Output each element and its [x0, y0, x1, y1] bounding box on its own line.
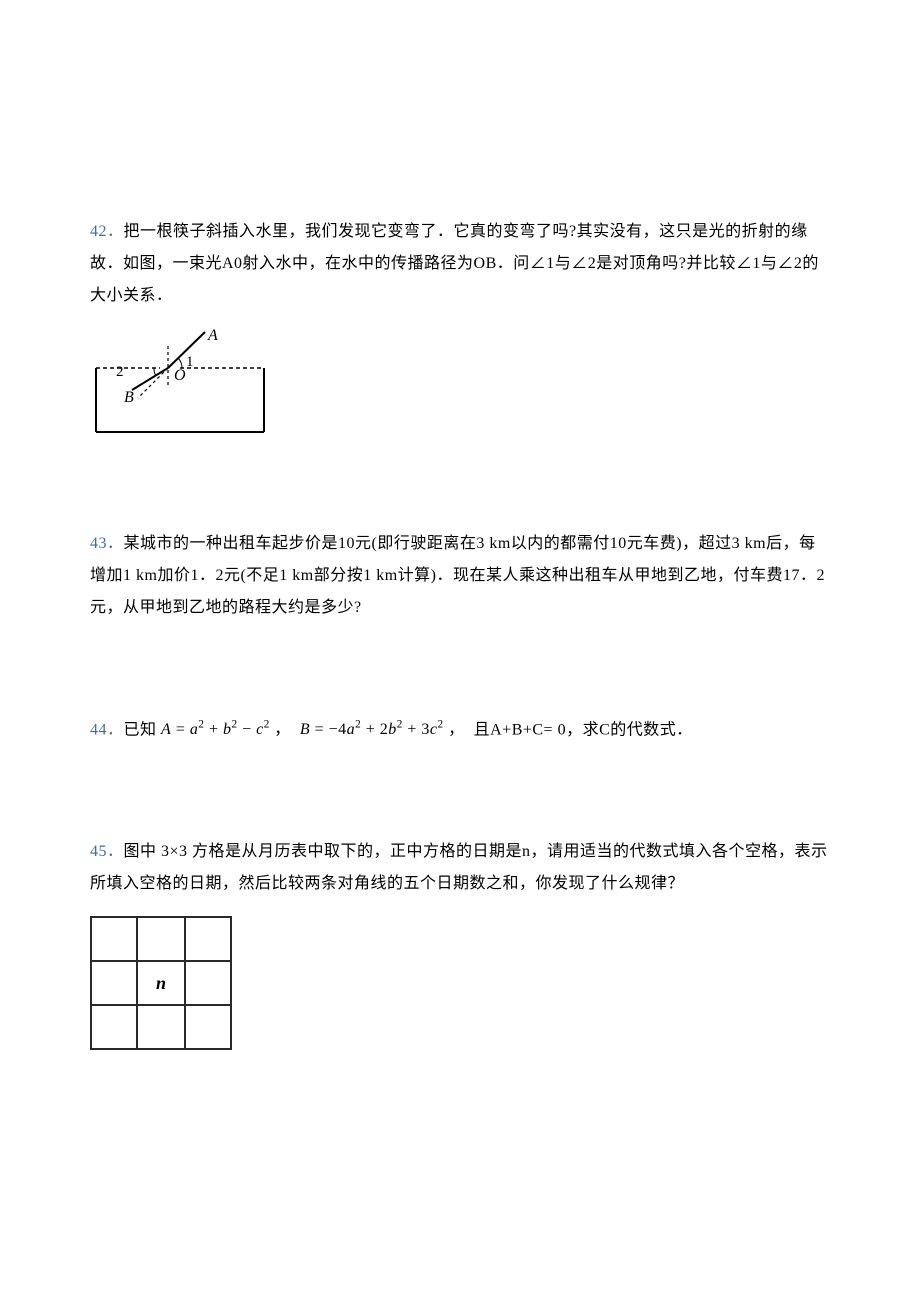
document-page: 42．把一根筷子斜插入水里，我们发现它变弯了．它真的变弯了吗?其实没有，这只是光…	[0, 0, 920, 1302]
calendar-grid: n	[90, 916, 232, 1050]
problem-44-math: A = a2 + b2 − c2 ， B = −4a2 + 2b2 + 3c2 …	[161, 721, 465, 738]
problem-42: 42．把一根筷子斜插入水里，我们发现它变弯了．它真的变弯了吗?其实没有，这只是光…	[90, 216, 830, 438]
problem-42-body: 把一根筷子斜插入水里，我们发现它变弯了．它真的变弯了吗?其实没有，这只是光的折射…	[90, 223, 819, 304]
table-row	[91, 1005, 231, 1049]
grid-cell	[137, 917, 184, 961]
grid-cell	[91, 917, 137, 961]
grid-cell	[185, 961, 231, 1005]
problem-42-figure: A B O 1 2	[90, 328, 270, 438]
grid-cell-center: n	[137, 961, 184, 1005]
problem-45-figure: n	[90, 916, 232, 1050]
problem-43: 43．某城市的一种出租车起步价是10元(即行驶距离在3 km以内的都需付10元车…	[90, 528, 830, 624]
problem-43-number: 43．	[90, 535, 124, 552]
problem-45-number: 45．	[90, 843, 124, 860]
problem-44-post: 且A+B+C= 0，求C的代数式．	[474, 721, 693, 738]
refraction-diagram: A B O 1 2	[90, 328, 270, 438]
table-row	[91, 917, 231, 961]
angle-2-arc	[154, 368, 156, 376]
problem-44: 44．已知 A = a2 + b2 − c2 ， B = −4a2 + 2b2 …	[90, 714, 830, 746]
problem-44-pre: 已知	[124, 721, 162, 738]
label-o: O	[174, 367, 186, 384]
label-2: 2	[116, 364, 124, 380]
label-b: B	[124, 389, 134, 406]
label-1: 1	[186, 354, 194, 370]
problem-42-text: 42．把一根筷子斜插入水里，我们发现它变弯了．它真的变弯了吗?其实没有，这只是光…	[90, 216, 830, 312]
problem-44-text: 44．已知 A = a2 + b2 − c2 ， B = −4a2 + 2b2 …	[90, 714, 830, 746]
grid-cell	[91, 961, 137, 1005]
problem-42-number: 42．	[90, 223, 124, 240]
grid-cell	[185, 1005, 231, 1049]
grid-cell	[185, 917, 231, 961]
grid-cell	[137, 1005, 184, 1049]
problem-45-text: 45．图中 3×3 方格是从月历表中取下的，正中方格的日期是n，请用适当的代数式…	[90, 836, 830, 900]
problem-43-body: 某城市的一种出租车起步价是10元(即行驶距离在3 km以内的都需付10元车费)，…	[90, 535, 825, 616]
label-a: A	[207, 328, 218, 344]
problem-45: 45．图中 3×3 方格是从月历表中取下的，正中方格的日期是n，请用适当的代数式…	[90, 836, 830, 1050]
problem-43-text: 43．某城市的一种出租车起步价是10元(即行驶距离在3 km以内的都需付10元车…	[90, 528, 830, 624]
problem-45-body: 图中 3×3 方格是从月历表中取下的，正中方格的日期是n，请用适当的代数式填入各…	[90, 843, 828, 892]
problem-44-number: 44．	[90, 721, 124, 738]
grid-cell	[91, 1005, 137, 1049]
table-row: n	[91, 961, 231, 1005]
